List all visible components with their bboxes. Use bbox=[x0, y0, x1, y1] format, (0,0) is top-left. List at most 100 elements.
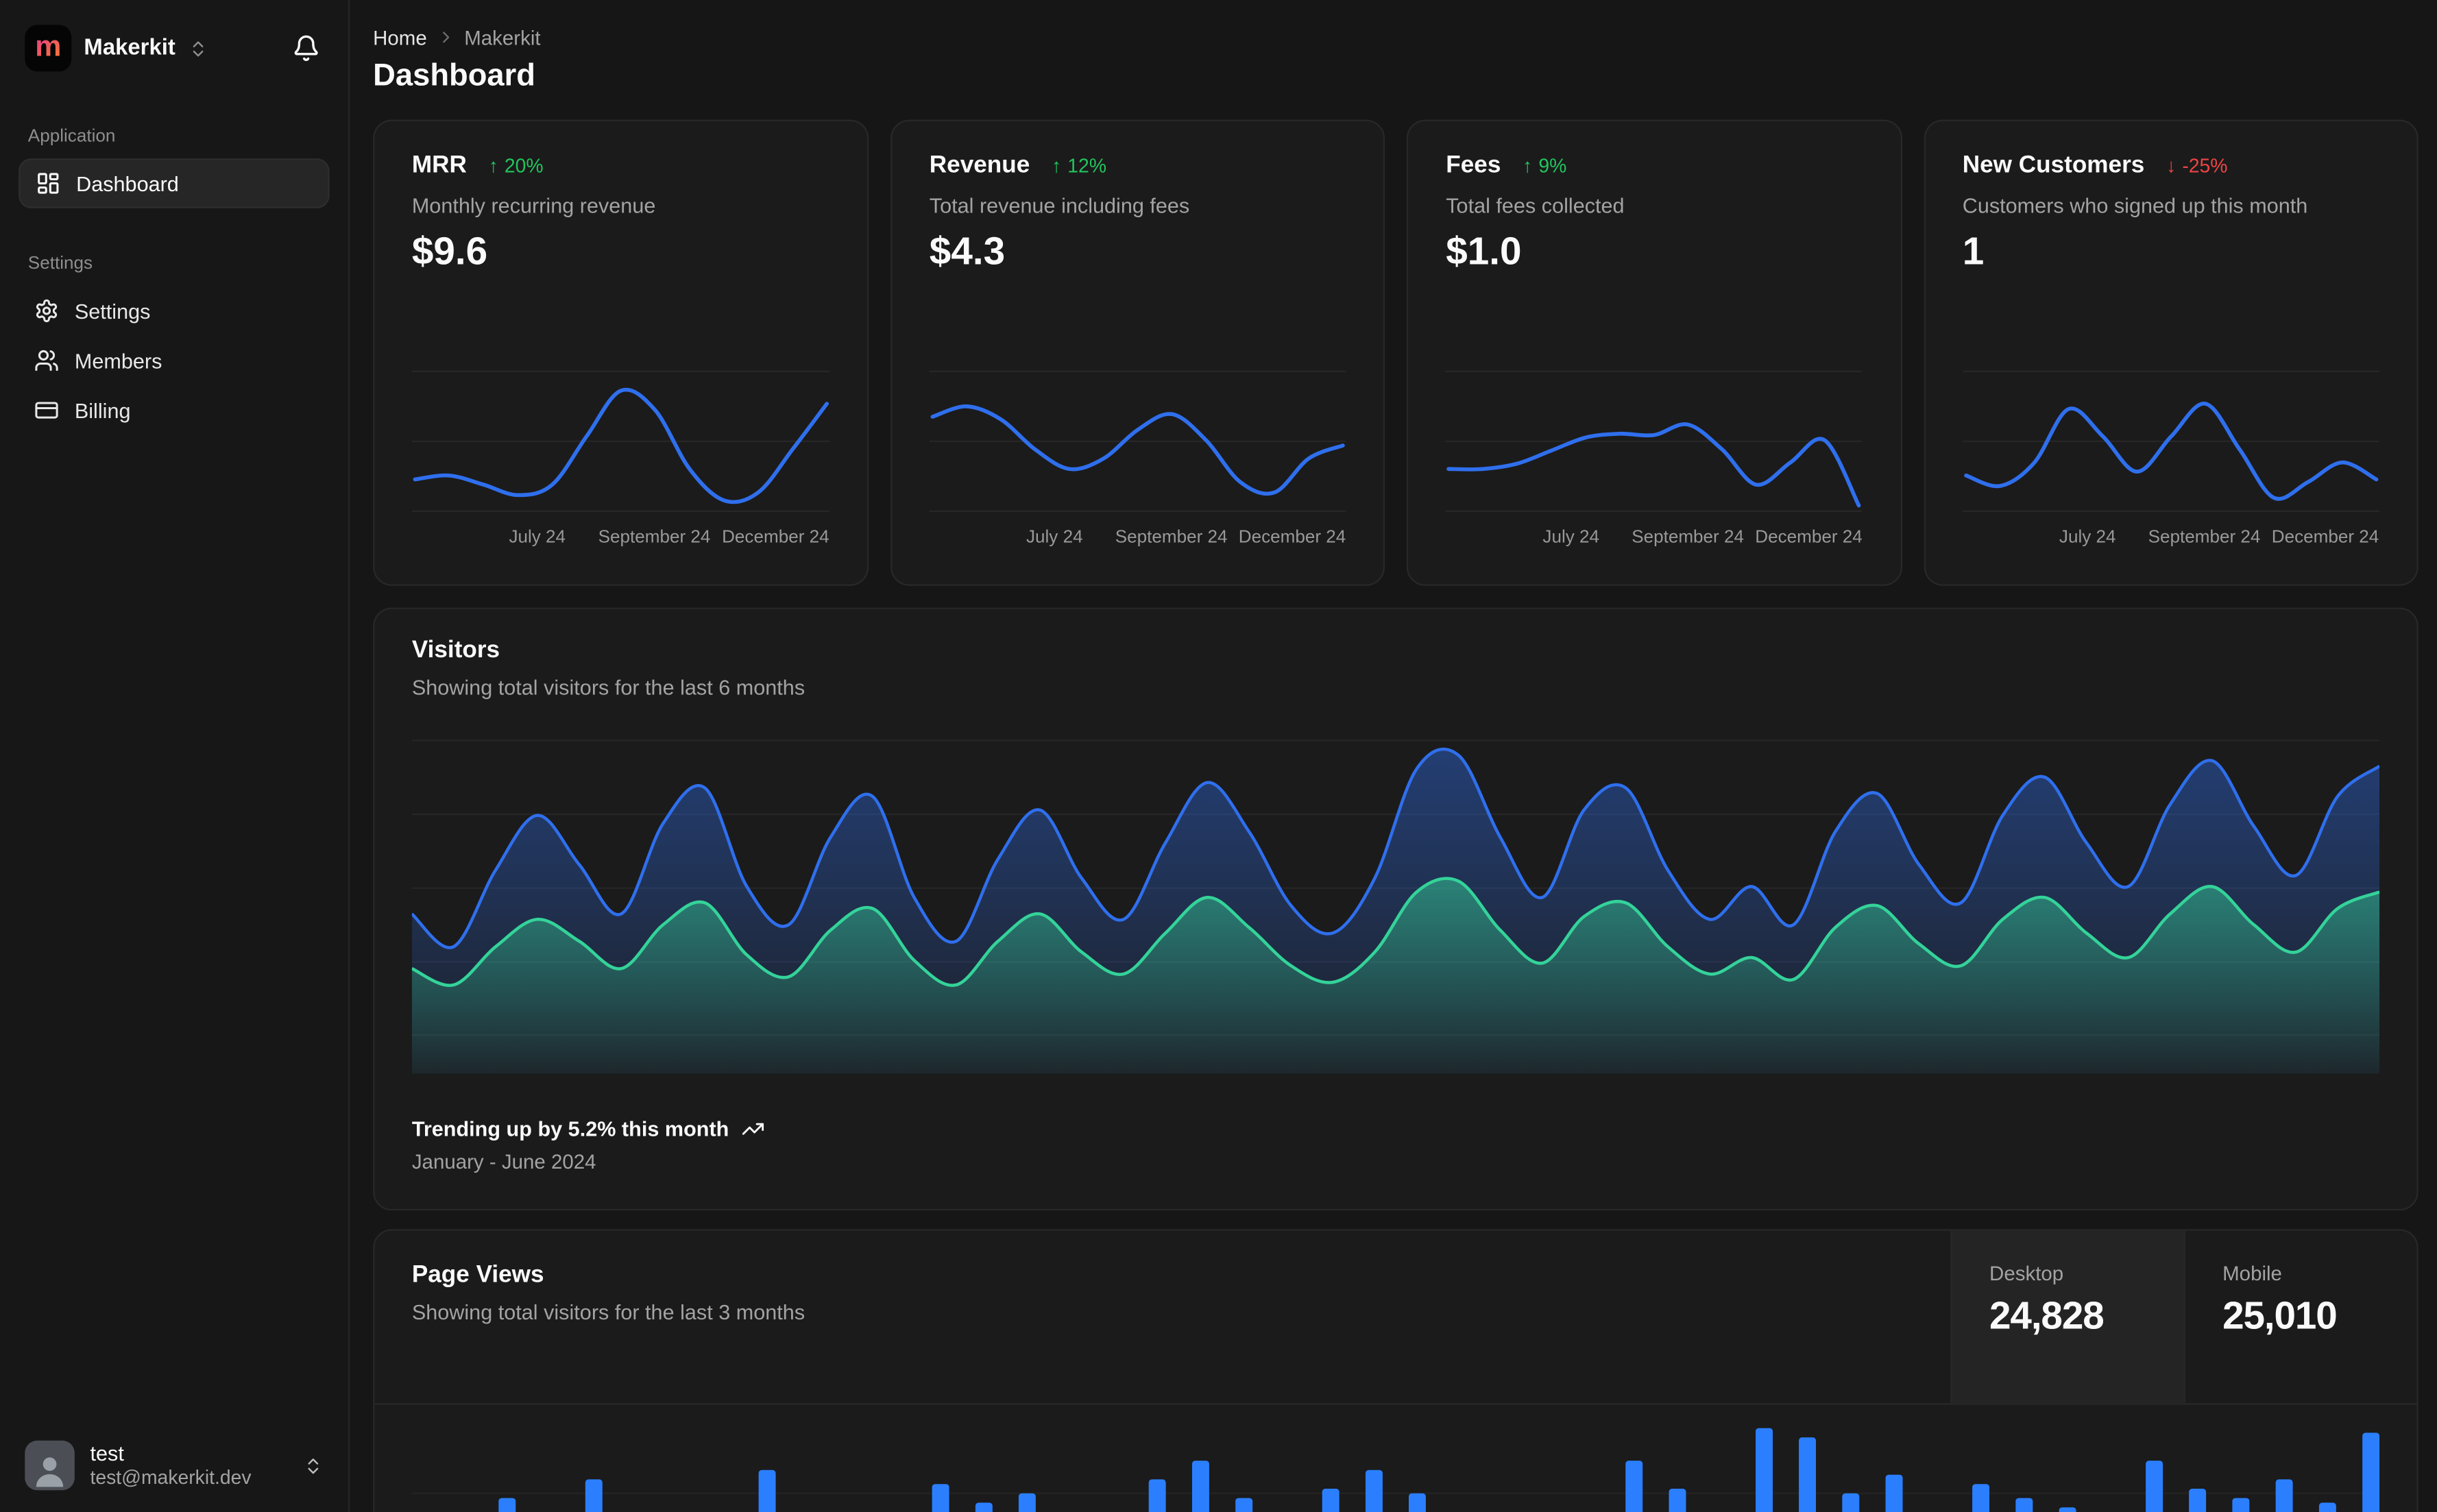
chevrons-up-down-icon bbox=[308, 1457, 319, 1474]
stats-row: MRR ↑ 20% Monthly recurring revenue $9.6… bbox=[373, 119, 2418, 586]
sidebar-item-billing[interactable]: Billing bbox=[19, 385, 329, 435]
date-range: January - June 2024 bbox=[411, 1149, 596, 1173]
sidebar-item-dashboard[interactable]: Dashboard bbox=[19, 158, 330, 208]
workspace-name[interactable]: Makerkit bbox=[84, 36, 175, 61]
stat-card-new-customers: New Customers ↓ -25% Customers who signe… bbox=[1924, 119, 2418, 586]
x-tick: December 24 bbox=[2271, 528, 2379, 548]
x-tick: December 24 bbox=[722, 528, 829, 548]
stat-value: $4.3 bbox=[929, 230, 1006, 274]
trend-badge: ↑ 20% bbox=[489, 156, 544, 178]
sidebar-nav: Application Dashboard Settings Settings bbox=[19, 127, 330, 435]
sidebar-item-label: Members bbox=[74, 348, 162, 372]
nav-section-label: Settings bbox=[27, 254, 93, 274]
toggle-value: 25,010 bbox=[2222, 1294, 2338, 1339]
trending-up-icon bbox=[742, 1123, 764, 1135]
user-menu[interactable]: test test@makerkit.dev bbox=[19, 1437, 329, 1493]
x-tick: July 24 bbox=[509, 528, 566, 548]
stat-card-fees: Fees ↑ 9% Total fees collected $1.0 July… bbox=[1407, 119, 1902, 586]
stat-subtitle: Customers who signed up this month bbox=[1962, 194, 2308, 218]
trend-value: 20% bbox=[504, 155, 544, 178]
sidebar-item-members[interactable]: Members bbox=[19, 336, 329, 386]
trend-value: -25% bbox=[2182, 155, 2228, 178]
x-tick: September 24 bbox=[598, 528, 711, 548]
sidebar-item-label: Settings bbox=[74, 299, 151, 323]
toggle-mobile[interactable]: Mobile 25,010 bbox=[2183, 1230, 2416, 1404]
new-customers-sparkline-chart bbox=[1962, 370, 2379, 513]
sidebar-item-settings[interactable]: Settings bbox=[19, 286, 329, 336]
sidebar-header: m Makerkit bbox=[19, 25, 329, 72]
trend-badge: ↑ 9% bbox=[1523, 156, 1566, 178]
arrow-down-icon: ↓ bbox=[2166, 155, 2177, 178]
x-axis-labels: July 24 September 24 December 24 bbox=[1446, 528, 1863, 553]
breadcrumb: Home Makerkit bbox=[373, 22, 2418, 53]
x-axis-labels: July 24 September 24 December 24 bbox=[1963, 528, 2379, 553]
trend-value: 9% bbox=[1538, 155, 1567, 178]
x-tick: July 24 bbox=[2059, 528, 2116, 548]
x-axis-labels: July 24 September 24 December 24 bbox=[412, 528, 830, 553]
x-tick: December 24 bbox=[1238, 528, 1346, 548]
stat-value: 1 bbox=[1962, 230, 1985, 274]
trend-badge: ↓ -25% bbox=[2166, 156, 2227, 178]
stat-subtitle: Total revenue including fees bbox=[929, 194, 1190, 218]
stat-subtitle: Total fees collected bbox=[1446, 194, 1625, 218]
stat-title: Fees bbox=[1446, 152, 1501, 179]
trend-badge: ↑ 12% bbox=[1052, 156, 1106, 178]
page-views-title: Page Views bbox=[411, 1261, 544, 1289]
page-views-subtitle: Showing total visitors for the last 3 mo… bbox=[411, 1300, 805, 1324]
makerkit-logo: m bbox=[25, 25, 72, 72]
nav-section-label: Application bbox=[27, 127, 116, 147]
stat-subtitle: Monthly recurring revenue bbox=[411, 194, 656, 218]
user-email: test@makerkit.dev bbox=[90, 1466, 252, 1488]
trend-value: 12% bbox=[1067, 155, 1107, 178]
toggle-label: Desktop bbox=[1989, 1261, 2064, 1285]
breadcrumb-current[interactable]: Makerkit bbox=[464, 25, 541, 49]
toggle-desktop[interactable]: Desktop 24,828 bbox=[1950, 1230, 2184, 1404]
x-tick: September 24 bbox=[2148, 528, 2261, 548]
user-name: test bbox=[90, 1441, 124, 1465]
mrr-sparkline-chart bbox=[411, 370, 830, 513]
stat-value: $1.0 bbox=[1446, 230, 1522, 274]
main-content: Home Makerkit Dashboard MRR ↑ 20% Monthl… bbox=[350, 0, 2437, 1512]
visitors-title: Visitors bbox=[411, 637, 500, 664]
arrow-up-icon: ↑ bbox=[488, 155, 498, 178]
stat-title: Revenue bbox=[929, 152, 1030, 179]
stat-title: MRR bbox=[411, 152, 467, 179]
sidebar: m Makerkit Application Dashboard Setting… bbox=[0, 0, 350, 1512]
page-views-header: Page Views Showing total visitors for th… bbox=[374, 1230, 2417, 1405]
stat-card-revenue: Revenue ↑ 12% Total revenue including fe… bbox=[890, 119, 1385, 586]
stat-title: New Customers bbox=[1962, 152, 2145, 179]
breadcrumb-home-link[interactable]: Home bbox=[373, 25, 427, 49]
arrow-up-icon: ↑ bbox=[1052, 155, 1062, 178]
fees-sparkline-chart bbox=[1446, 370, 1863, 513]
page-views-bar-chart bbox=[411, 1424, 2380, 1512]
sidebar-item-label: Dashboard bbox=[76, 171, 179, 195]
toggle-value: 24,828 bbox=[1989, 1294, 2105, 1339]
revenue-sparkline-chart bbox=[929, 370, 1346, 513]
visitors-card: Visitors Showing total visitors for the … bbox=[373, 607, 2418, 1211]
x-tick: July 24 bbox=[1026, 528, 1083, 548]
sidebar-item-label: Billing bbox=[74, 398, 131, 422]
chevrons-up-down-icon[interactable] bbox=[188, 38, 208, 58]
x-axis-labels: July 24 September 24 December 24 bbox=[930, 528, 1346, 553]
arrow-up-icon: ↑ bbox=[1523, 155, 1533, 178]
page-title: Dashboard bbox=[373, 59, 535, 94]
visitors-subtitle: Showing total visitors for the last 6 mo… bbox=[411, 676, 805, 700]
avatar bbox=[25, 1440, 75, 1491]
notifications-button[interactable] bbox=[289, 31, 324, 65]
gear-icon bbox=[36, 299, 58, 323]
x-tick: December 24 bbox=[1755, 528, 1863, 548]
chevron-right-icon bbox=[442, 32, 449, 43]
toggle-label: Mobile bbox=[2222, 1261, 2282, 1285]
bell-icon bbox=[294, 35, 318, 61]
x-tick: July 24 bbox=[1542, 528, 1600, 548]
credit-card-icon bbox=[35, 402, 58, 419]
page-views-card: Page Views Showing total visitors for th… bbox=[373, 1229, 2418, 1512]
stat-card-mrr: MRR ↑ 20% Monthly recurring revenue $9.6… bbox=[373, 119, 869, 586]
users-icon bbox=[35, 350, 58, 371]
visitors-area-chart bbox=[411, 740, 2381, 1074]
x-tick: September 24 bbox=[1632, 528, 1744, 548]
x-tick: September 24 bbox=[1115, 528, 1228, 548]
stat-value: $9.6 bbox=[411, 230, 488, 274]
layout-dashboard-icon bbox=[38, 173, 59, 194]
